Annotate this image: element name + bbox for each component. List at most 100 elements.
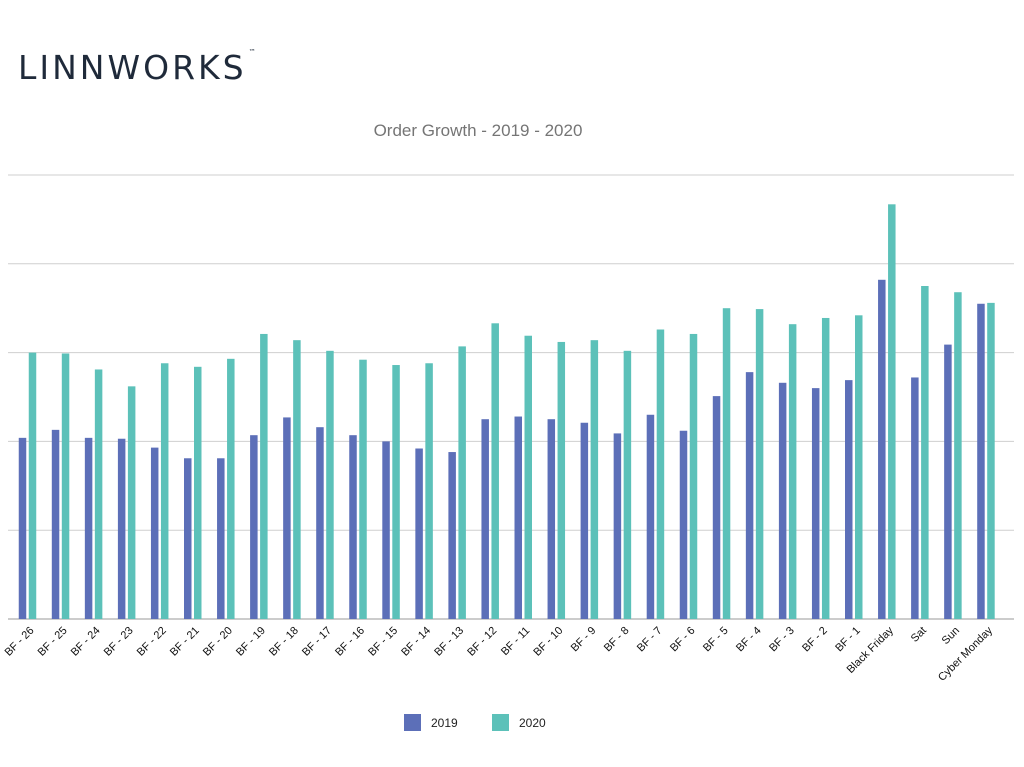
bar-2019 xyxy=(150,447,159,619)
x-tick-label: BF - 16 xyxy=(333,625,367,659)
bar-2019 xyxy=(415,448,423,619)
x-tick-label: BF - 24 xyxy=(69,625,103,659)
bar-2019 xyxy=(778,382,787,619)
bar-2020 xyxy=(987,302,995,619)
bar-2019 xyxy=(382,441,390,619)
bar-2020 xyxy=(855,315,863,619)
bar-2019 xyxy=(646,414,655,619)
bar-2019 xyxy=(679,430,688,619)
bar-2020 xyxy=(392,365,400,619)
x-tick-label: BF - 15 xyxy=(366,625,400,659)
bar-2020 xyxy=(194,366,202,619)
bar-2019 xyxy=(547,419,556,619)
bar-2019 xyxy=(811,388,820,619)
x-tick-label: BF - 21 xyxy=(168,625,202,659)
bar-2020 xyxy=(921,286,929,619)
x-tick-label: BF - 18 xyxy=(267,625,301,659)
chart-title: Order Growth - 2019 - 2020 xyxy=(373,121,583,140)
bar-2020 xyxy=(359,359,367,619)
bar-2019 xyxy=(184,458,192,619)
x-tick-label: BF - 25 xyxy=(36,625,70,659)
logo-wordmark: LINNWORKS xyxy=(18,48,247,87)
bar-2020 xyxy=(590,340,599,619)
x-tick-label: BF - 6 xyxy=(668,625,698,655)
bar-2019 xyxy=(514,416,522,619)
bar-2020 xyxy=(160,363,169,619)
x-tick-label: Sun xyxy=(940,625,962,647)
x-tick-labels: BF - 26 BF - 25 BF - 24 BF - 23 BF - 22 BF - … xyxy=(3,624,996,683)
bar-2020 xyxy=(28,352,37,619)
linnworks-logo: LINNWORKS ™ xyxy=(18,48,256,87)
legend: 2019 2020 xyxy=(404,714,546,731)
bar-2019 xyxy=(580,422,589,619)
bar-2020 xyxy=(260,333,268,619)
x-tick-label: BF - 4 xyxy=(734,625,764,655)
bar-2019 xyxy=(250,435,258,619)
x-tick-label: BF - 20 xyxy=(201,625,235,659)
x-tick-label: BF - 8 xyxy=(602,625,632,655)
bar-2019 xyxy=(712,396,721,619)
bar-2020 xyxy=(788,324,797,619)
bar-2020 xyxy=(227,358,235,619)
x-tick-label: BF - 9 xyxy=(569,625,599,655)
bar-2019 xyxy=(448,452,456,619)
x-tick-label: BF - 7 xyxy=(635,625,665,655)
x-tick-label: BF - 2 xyxy=(800,625,830,655)
legend-label-2019: 2019 xyxy=(431,716,458,730)
bar-2020 xyxy=(127,386,136,619)
bar-2020 xyxy=(755,309,764,619)
bar-2020 xyxy=(458,346,466,619)
x-tick-label: BF - 10 xyxy=(531,625,565,659)
bar-2019 xyxy=(613,433,622,619)
bar-2020 xyxy=(326,350,334,619)
x-tick-label: BF - 23 xyxy=(102,625,136,659)
bar-2020 xyxy=(722,308,731,619)
x-tick-label: BF - 14 xyxy=(399,625,433,659)
bar-2019 xyxy=(84,437,93,619)
bar-2020 xyxy=(425,363,433,619)
x-tick-label: BF - 1 xyxy=(833,625,863,655)
bar-2020 xyxy=(888,204,896,619)
x-tick-label: BF - 19 xyxy=(234,625,268,659)
bars xyxy=(18,204,995,619)
x-tick-label: BF - 22 xyxy=(135,625,169,659)
x-tick-label: BF - 5 xyxy=(701,625,731,655)
x-tick-label: BF - 13 xyxy=(432,625,466,659)
bar-2019 xyxy=(18,437,27,619)
bar-2020 xyxy=(623,350,632,619)
bar-2020 xyxy=(557,341,566,619)
bar-2019 xyxy=(316,427,324,619)
x-tick-label: BF - 12 xyxy=(465,625,499,659)
bar-2020 xyxy=(821,317,830,619)
bar-2019 xyxy=(944,344,952,619)
bar-2019 xyxy=(217,458,225,619)
legend-swatch-2020 xyxy=(492,714,509,731)
x-tick-label: BF - 11 xyxy=(499,625,532,658)
x-tick-label: BF - 3 xyxy=(767,625,797,655)
bar-2020 xyxy=(656,329,665,619)
bar-2019 xyxy=(481,419,489,619)
x-tick-label: Sat xyxy=(909,625,929,645)
bar-2020 xyxy=(954,292,962,619)
bar-2020 xyxy=(61,353,70,619)
bar-2020 xyxy=(689,333,698,619)
bar-2019 xyxy=(117,438,126,619)
bar-2019 xyxy=(845,380,853,619)
legend-label-2020: 2020 xyxy=(519,716,546,730)
bar-2020 xyxy=(94,369,103,619)
gridlines xyxy=(8,174,1014,620)
x-tick-label: BF - 17 xyxy=(300,625,334,659)
bar-2019 xyxy=(878,279,886,619)
x-tick-label: BF - 26 xyxy=(3,625,37,659)
trademark-symbol: ™ xyxy=(248,48,256,56)
bar-2019 xyxy=(283,417,291,619)
bar-2019 xyxy=(911,377,919,619)
bar-2019 xyxy=(745,372,754,619)
bar-2019 xyxy=(51,429,60,619)
bar-2019 xyxy=(977,303,985,619)
bar-2020 xyxy=(491,323,499,619)
bar-2019 xyxy=(349,435,357,619)
bar-2020 xyxy=(293,340,301,619)
bar-2020 xyxy=(524,335,532,619)
